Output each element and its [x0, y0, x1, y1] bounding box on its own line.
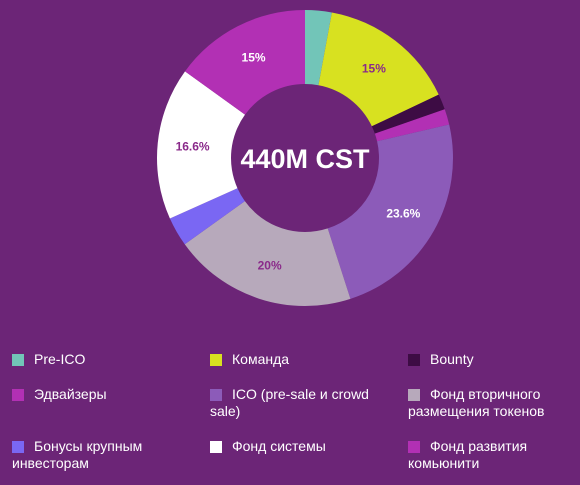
- pie-slice: [318, 12, 439, 127]
- legend-label: Бонусы крупным инвесторам: [12, 438, 143, 471]
- legend-label: Bounty: [430, 351, 474, 367]
- legend-item-advisors: Эдвайзеры: [12, 386, 190, 403]
- legend-item-bounty: Bounty: [408, 351, 580, 368]
- pie-slice: [327, 124, 453, 299]
- legend-swatch: [12, 441, 24, 453]
- legend-swatch: [408, 441, 420, 453]
- legend-label: Фонд развития комьюнити: [408, 438, 528, 471]
- legend-label: Pre-ICO: [34, 351, 86, 367]
- center-label: 440M CST: [240, 144, 370, 174]
- pie-slice: [374, 109, 450, 142]
- slice-data-label: 15%: [362, 61, 386, 75]
- legend-label: ICO (pre-sale и crowd sale): [210, 386, 369, 419]
- legend-label: Фонд системы: [232, 438, 326, 454]
- legend-item-community-fund: Фонд развития комьюнити: [408, 438, 580, 472]
- legend-swatch: [12, 354, 24, 366]
- legend-swatch: [210, 441, 222, 453]
- slice-data-label: 20%: [258, 258, 282, 272]
- legend-swatch: [210, 354, 222, 366]
- legend-item-pre-ico: Pre-ICO: [12, 351, 190, 368]
- slice-data-label: 15%: [242, 50, 266, 64]
- legend-swatch: [408, 354, 420, 366]
- pie-slice: [185, 10, 305, 115]
- donut-chart: 15% 23.6% 20% 16.6% 15% 440M CST: [156, 10, 453, 306]
- legend-item-system-fund: Фонд системы: [210, 438, 388, 455]
- legend-label: Команда: [232, 351, 290, 367]
- legend-label: Эдвайзеры: [34, 386, 107, 402]
- legend-item-secondary-fund: Фонд вторичного размещения токенов: [408, 386, 580, 420]
- pie-slice: [305, 10, 332, 86]
- legend-swatch: [12, 389, 24, 401]
- slice-data-label: 23.6%: [386, 207, 420, 221]
- pie-slice: [156, 71, 246, 219]
- slice-data-label: 16.6%: [176, 139, 210, 153]
- legend-item-komanda: Команда: [210, 351, 388, 368]
- legend: Pre-ICO Команда Bounty Эдвайзеры ICO (pr…: [0, 346, 580, 485]
- donut-chart-svg: 15% 23.6% 20% 16.6% 15% 440M CST: [156, 10, 453, 306]
- legend-label: Фонд вторичного размещения токенов: [408, 386, 545, 419]
- pie-slice: [184, 201, 351, 306]
- legend-item-ico: ICO (pre-sale и crowd sale): [210, 386, 388, 420]
- pie-slice: [169, 188, 245, 245]
- legend-item-investor-bonus: Бонусы крупным инвесторам: [12, 438, 190, 472]
- legend-swatch: [408, 389, 420, 401]
- pie-slice: [371, 94, 445, 134]
- legend-swatch: [210, 389, 222, 401]
